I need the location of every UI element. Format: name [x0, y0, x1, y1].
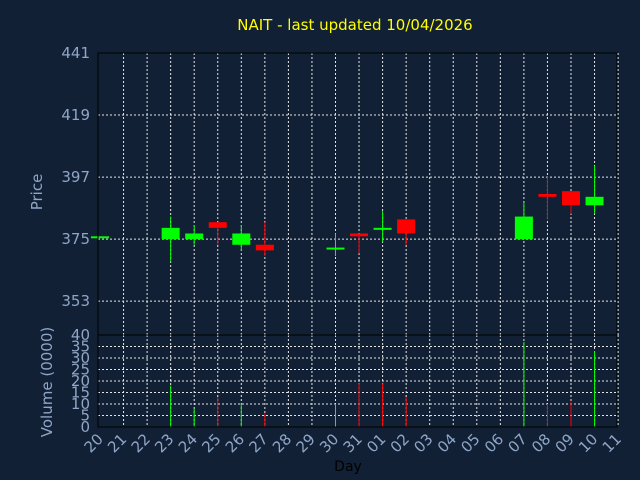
price-tick-label: 397	[61, 168, 90, 186]
x-tick-label: 04	[434, 430, 460, 456]
x-tick-label: 09	[552, 430, 578, 456]
volume-axis-title: Volume (0000)	[38, 327, 56, 437]
volume-tick-label: 0	[80, 418, 90, 436]
price-tick-label: 375	[61, 230, 90, 248]
x-tick-label: 05	[457, 430, 483, 456]
x-tick-label: 01	[363, 430, 389, 456]
price-panel: 441 419 397 375 353	[61, 44, 619, 335]
x-tick-label: 27	[245, 430, 271, 456]
x-tick-label: 11	[599, 430, 625, 456]
x-tick-label: 25	[198, 430, 224, 456]
x-tick-label: 30	[316, 430, 342, 456]
x-axis-title: Day	[334, 459, 362, 475]
price-tick-label: 353	[61, 292, 90, 310]
candle-body	[161, 227, 180, 240]
candle-body	[232, 233, 251, 245]
candle-body	[373, 227, 392, 230]
price-tick-label: 419	[61, 106, 90, 124]
x-tick-label: 03	[410, 430, 436, 456]
volume-tick-label: 5	[80, 407, 90, 425]
candle-body	[326, 247, 345, 250]
x-tick-label: 31	[340, 430, 366, 456]
x-tick-label: 23	[151, 430, 177, 456]
candle-body	[538, 194, 557, 197]
candle-body	[208, 222, 227, 228]
volume-tick-label: 15	[71, 384, 90, 402]
x-tick-label: 24	[175, 430, 201, 456]
price-tick-label: 441	[61, 44, 90, 62]
x-tick-label: 26	[222, 430, 248, 456]
x-axis: 2021222324252627282930310102030405060708…	[81, 430, 625, 456]
candle-body	[514, 216, 533, 240]
candle-body	[397, 219, 416, 234]
volume-tick-label: 20	[71, 372, 90, 390]
volume-plot-frame	[97, 334, 618, 428]
chart-title: NAIT - last updated 10/04/2026	[237, 16, 472, 34]
candle-body	[585, 196, 604, 206]
candle-body	[185, 233, 204, 240]
x-tick-label: 21	[104, 430, 130, 456]
volume-tick-label: 10	[71, 395, 90, 413]
x-tick-label: 08	[528, 430, 554, 456]
x-tick-label: 02	[387, 430, 413, 456]
x-tick-label: 28	[269, 430, 295, 456]
candle-body	[562, 191, 580, 206]
candle-body	[91, 236, 109, 239]
volume-tick-label: 35	[71, 338, 90, 356]
x-tick-label: 07	[504, 430, 530, 456]
price-axis-title: Price	[28, 174, 46, 211]
x-tick-label: 06	[481, 430, 507, 456]
volume-tick-label: 25	[71, 361, 90, 379]
x-tick-label: 10	[575, 430, 601, 456]
x-tick-label: 22	[128, 430, 154, 456]
candle-body	[350, 233, 369, 237]
volume-tick-label: 40	[71, 326, 90, 344]
volume-tick-label: 30	[71, 349, 90, 367]
x-tick-label: 29	[293, 430, 319, 456]
candle-body	[255, 244, 274, 251]
